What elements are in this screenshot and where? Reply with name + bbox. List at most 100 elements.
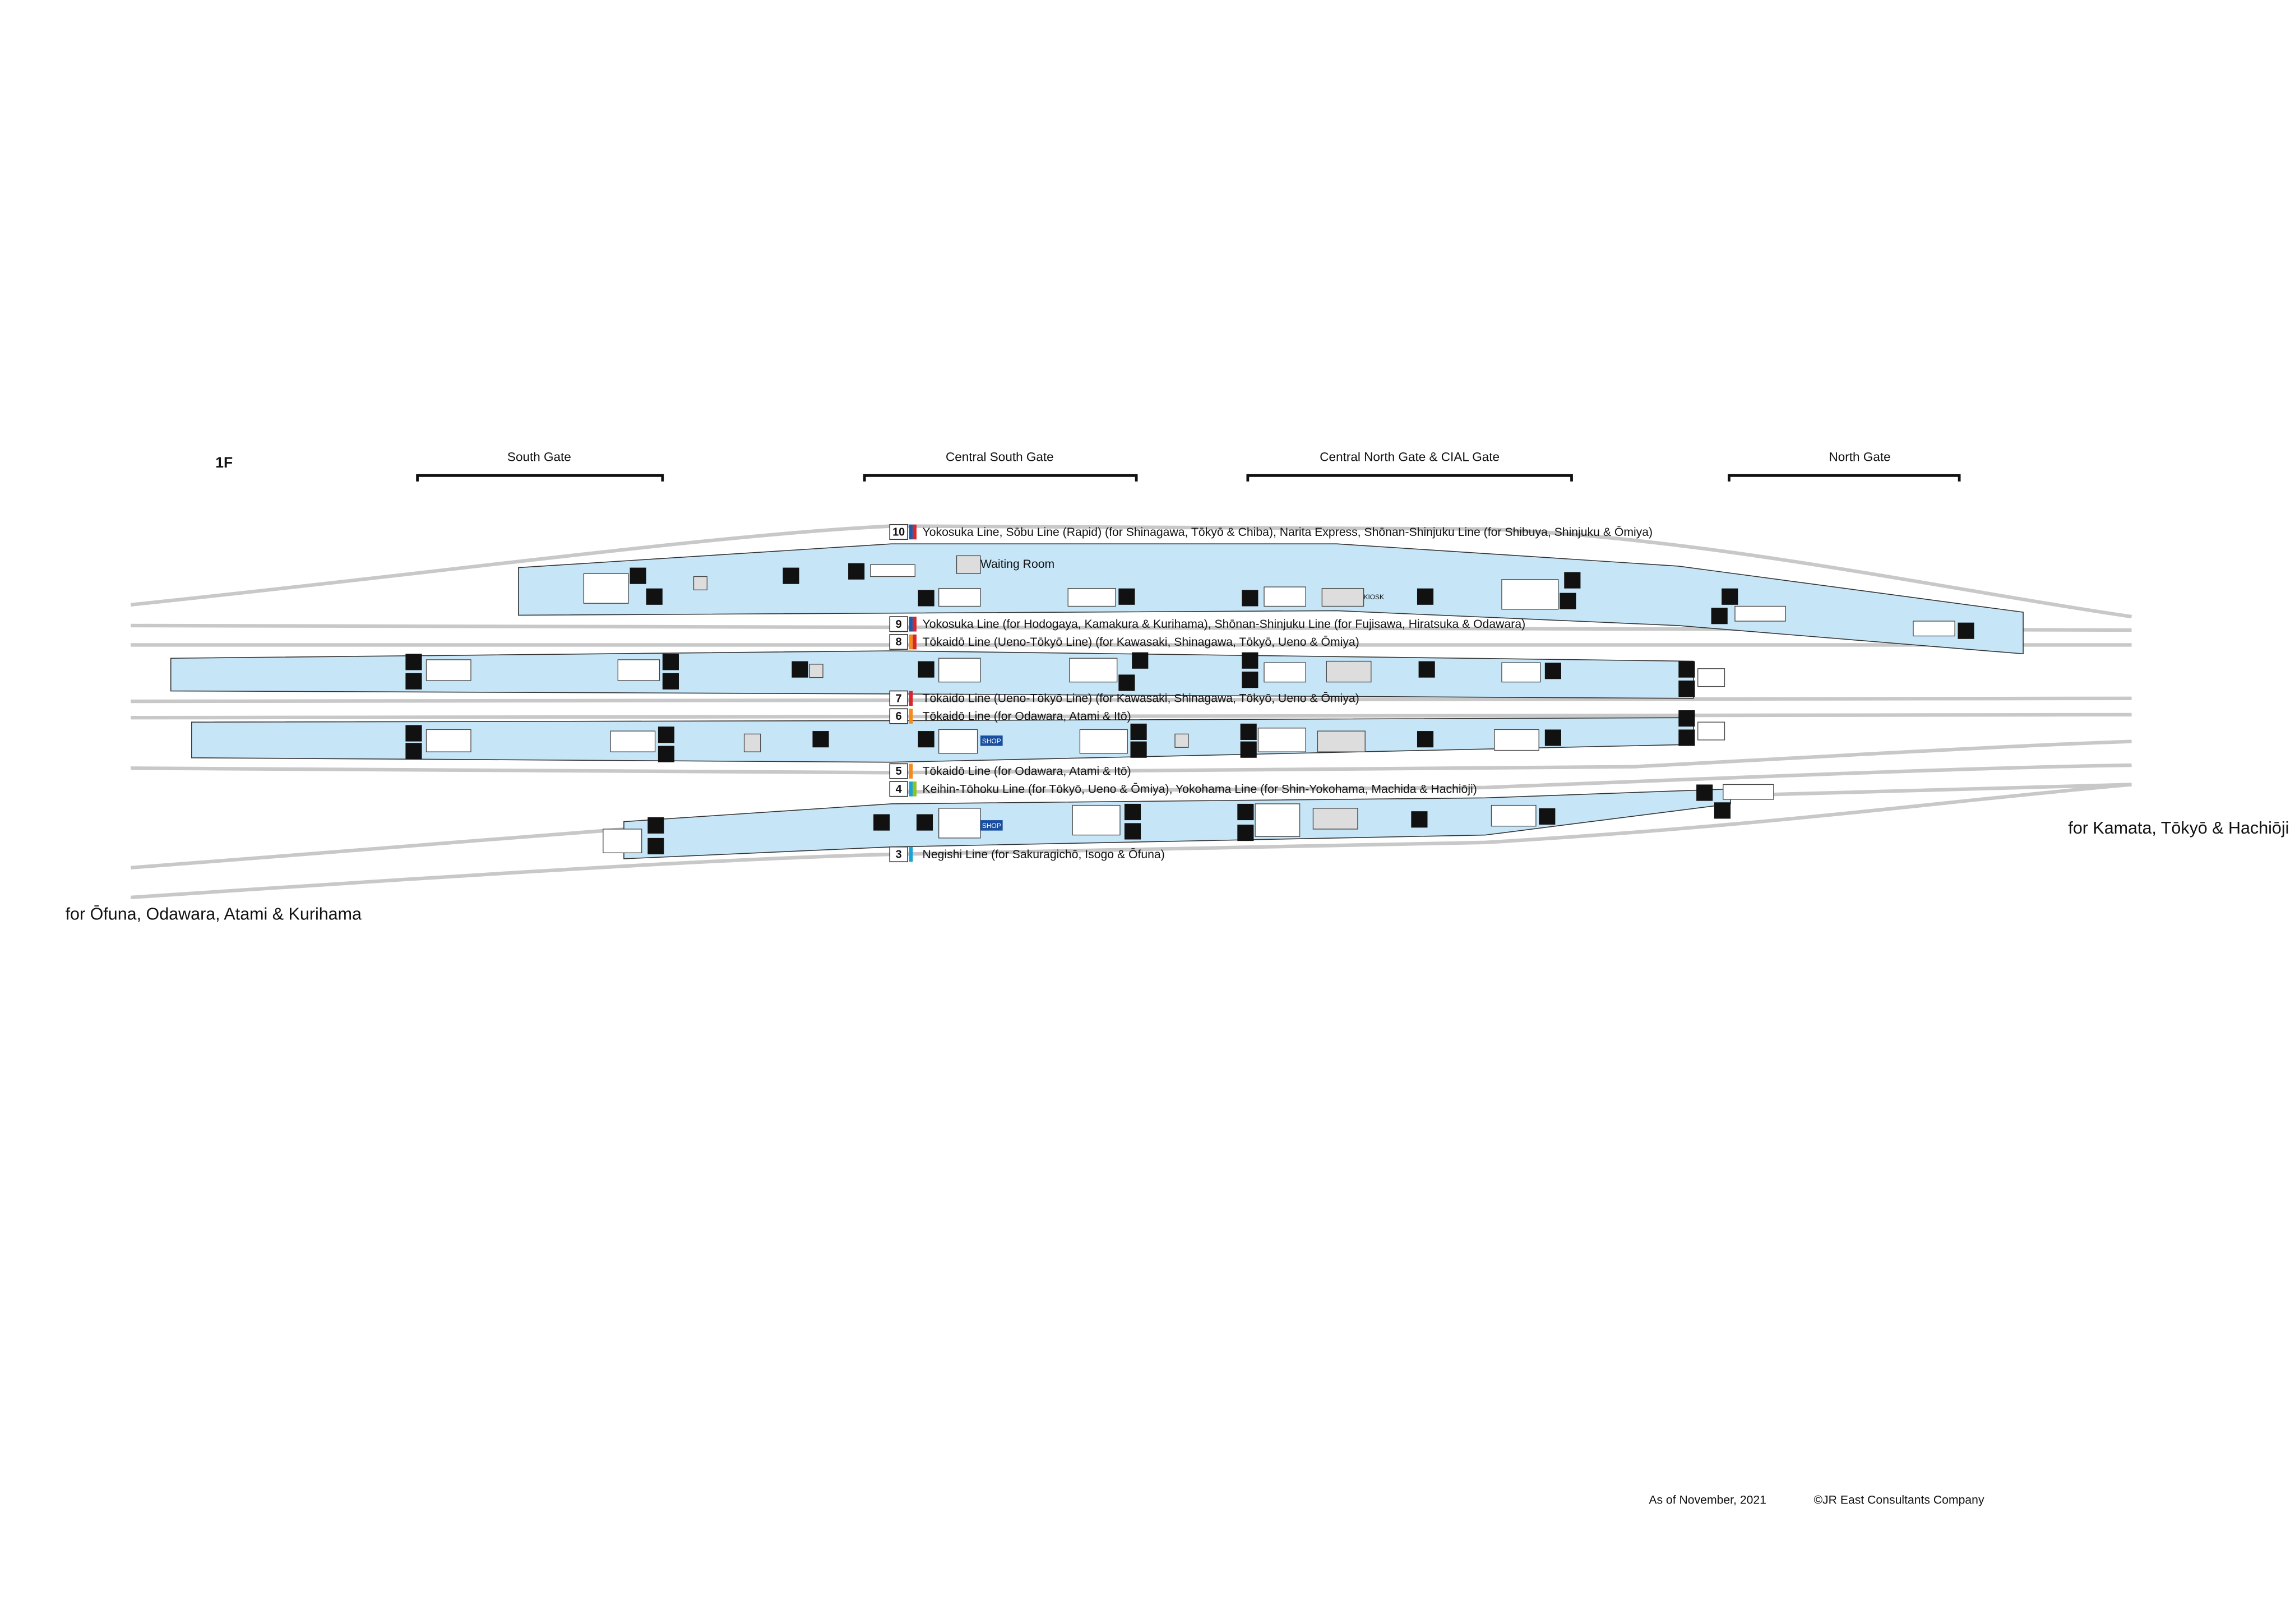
room <box>809 664 823 678</box>
gates: South Gate Central South Gate Central No… <box>416 450 1961 482</box>
stairs <box>1257 728 1306 752</box>
facility-icon <box>792 661 808 678</box>
shop-label: SHOP <box>982 737 1001 745</box>
facility-icon <box>630 567 646 584</box>
gate-bracket <box>1246 474 1573 482</box>
stairs <box>583 573 629 604</box>
track-number: 3 <box>896 849 902 861</box>
stairs <box>938 658 981 683</box>
facility-icon <box>1242 652 1258 669</box>
gate-bracket <box>863 474 1138 482</box>
room <box>743 733 761 752</box>
room <box>693 576 707 591</box>
facility-icon <box>918 661 934 678</box>
track-line <box>131 696 2132 704</box>
stairs <box>1494 729 1539 751</box>
facility-icon <box>848 563 865 580</box>
track-number-box <box>889 524 908 540</box>
stairs <box>1501 579 1559 610</box>
line-color-bar <box>909 846 913 862</box>
facility-icon <box>918 590 934 607</box>
track-number: 5 <box>896 765 902 778</box>
facility-icon <box>658 746 675 762</box>
track-number: 7 <box>896 692 902 705</box>
track-label: Tōkaidō Line (Ueno-Tōkyō Line) (for Kawa… <box>923 635 1359 649</box>
facility-icon <box>658 727 675 743</box>
line-color-bar <box>909 524 913 540</box>
facility-icon <box>1678 680 1695 697</box>
stairs <box>938 808 981 839</box>
room <box>1321 588 1364 607</box>
facility-icon <box>1124 803 1141 821</box>
gate-bracket <box>416 474 664 482</box>
facility-icon <box>646 588 663 605</box>
facility-icon <box>1411 811 1428 828</box>
line-color-bar <box>909 634 913 650</box>
facility-icon <box>1560 593 1576 609</box>
stairs <box>938 729 978 754</box>
facility-icon <box>812 731 829 748</box>
track-number: 6 <box>896 710 902 723</box>
fixtures <box>405 555 1974 855</box>
shop-badge <box>980 735 1003 746</box>
track-line <box>131 739 2132 775</box>
line-color-bar <box>909 764 913 779</box>
facility-icon <box>1124 823 1141 840</box>
facility-icon <box>1544 729 1561 746</box>
track-number-box <box>889 616 908 632</box>
track-number-box <box>889 634 908 650</box>
facility-icon <box>1118 588 1135 605</box>
facility-icon <box>405 673 422 690</box>
facility-icon <box>1678 710 1695 727</box>
gate-bracket <box>1728 474 1961 482</box>
stairs <box>603 829 642 854</box>
facility-icon <box>1696 784 1713 801</box>
kiosk-label: KIOSK <box>1364 593 1384 601</box>
facility-icon <box>1539 808 1556 825</box>
track-line <box>891 763 2132 794</box>
facility-icon <box>916 814 933 831</box>
track-number: 8 <box>896 636 902 649</box>
track-number-box <box>889 781 908 797</box>
track-number: 4 <box>896 783 902 795</box>
stairs <box>425 729 471 752</box>
track-number-box <box>889 763 908 779</box>
facility-icon <box>1240 741 1257 758</box>
stairs <box>938 588 981 607</box>
stairs <box>1255 803 1301 837</box>
stairs <box>1501 662 1541 683</box>
waiting-room-label: Waiting Room <box>980 558 1054 571</box>
facility-icon <box>1237 803 1254 821</box>
track-number: 9 <box>896 618 902 631</box>
line-color-bar <box>909 709 913 724</box>
facility-icon <box>1711 608 1728 624</box>
facility-icon <box>1242 590 1258 607</box>
facility-icon <box>1722 588 1738 605</box>
footer-date: As of November, 2021 <box>1649 1493 1766 1506</box>
track-number: 10 <box>892 526 905 539</box>
facility-icon <box>1130 723 1147 740</box>
gate-label: Central North Gate & CIAL Gate <box>1320 450 1500 464</box>
track-number-box <box>889 690 908 706</box>
gate-label: Central South Gate <box>946 450 1054 464</box>
stairs <box>1264 662 1306 683</box>
facility-icon <box>1564 572 1581 589</box>
facility-icon <box>783 567 799 584</box>
facility-icon <box>405 725 422 742</box>
room <box>956 555 981 574</box>
stairs <box>1264 586 1306 607</box>
track-number-box <box>889 708 908 724</box>
facility-icon <box>1417 588 1434 605</box>
track-number-box <box>889 846 908 863</box>
facility-icon <box>918 731 934 748</box>
line-color-bar <box>909 617 913 632</box>
track-labels: 10 Yokosuka Line, Sōbu Line (Rapid) (for … <box>889 524 1653 863</box>
stairs <box>425 659 471 681</box>
direction-label: for Kamata, Tōkyō & Hachiōji <box>2068 818 2289 838</box>
facility-icon <box>1130 741 1147 758</box>
track-line <box>131 712 2132 720</box>
facility-icon <box>1242 672 1258 688</box>
track-label: Yokosuka Line (for Hodogaya, Kamakura & … <box>923 618 1526 631</box>
